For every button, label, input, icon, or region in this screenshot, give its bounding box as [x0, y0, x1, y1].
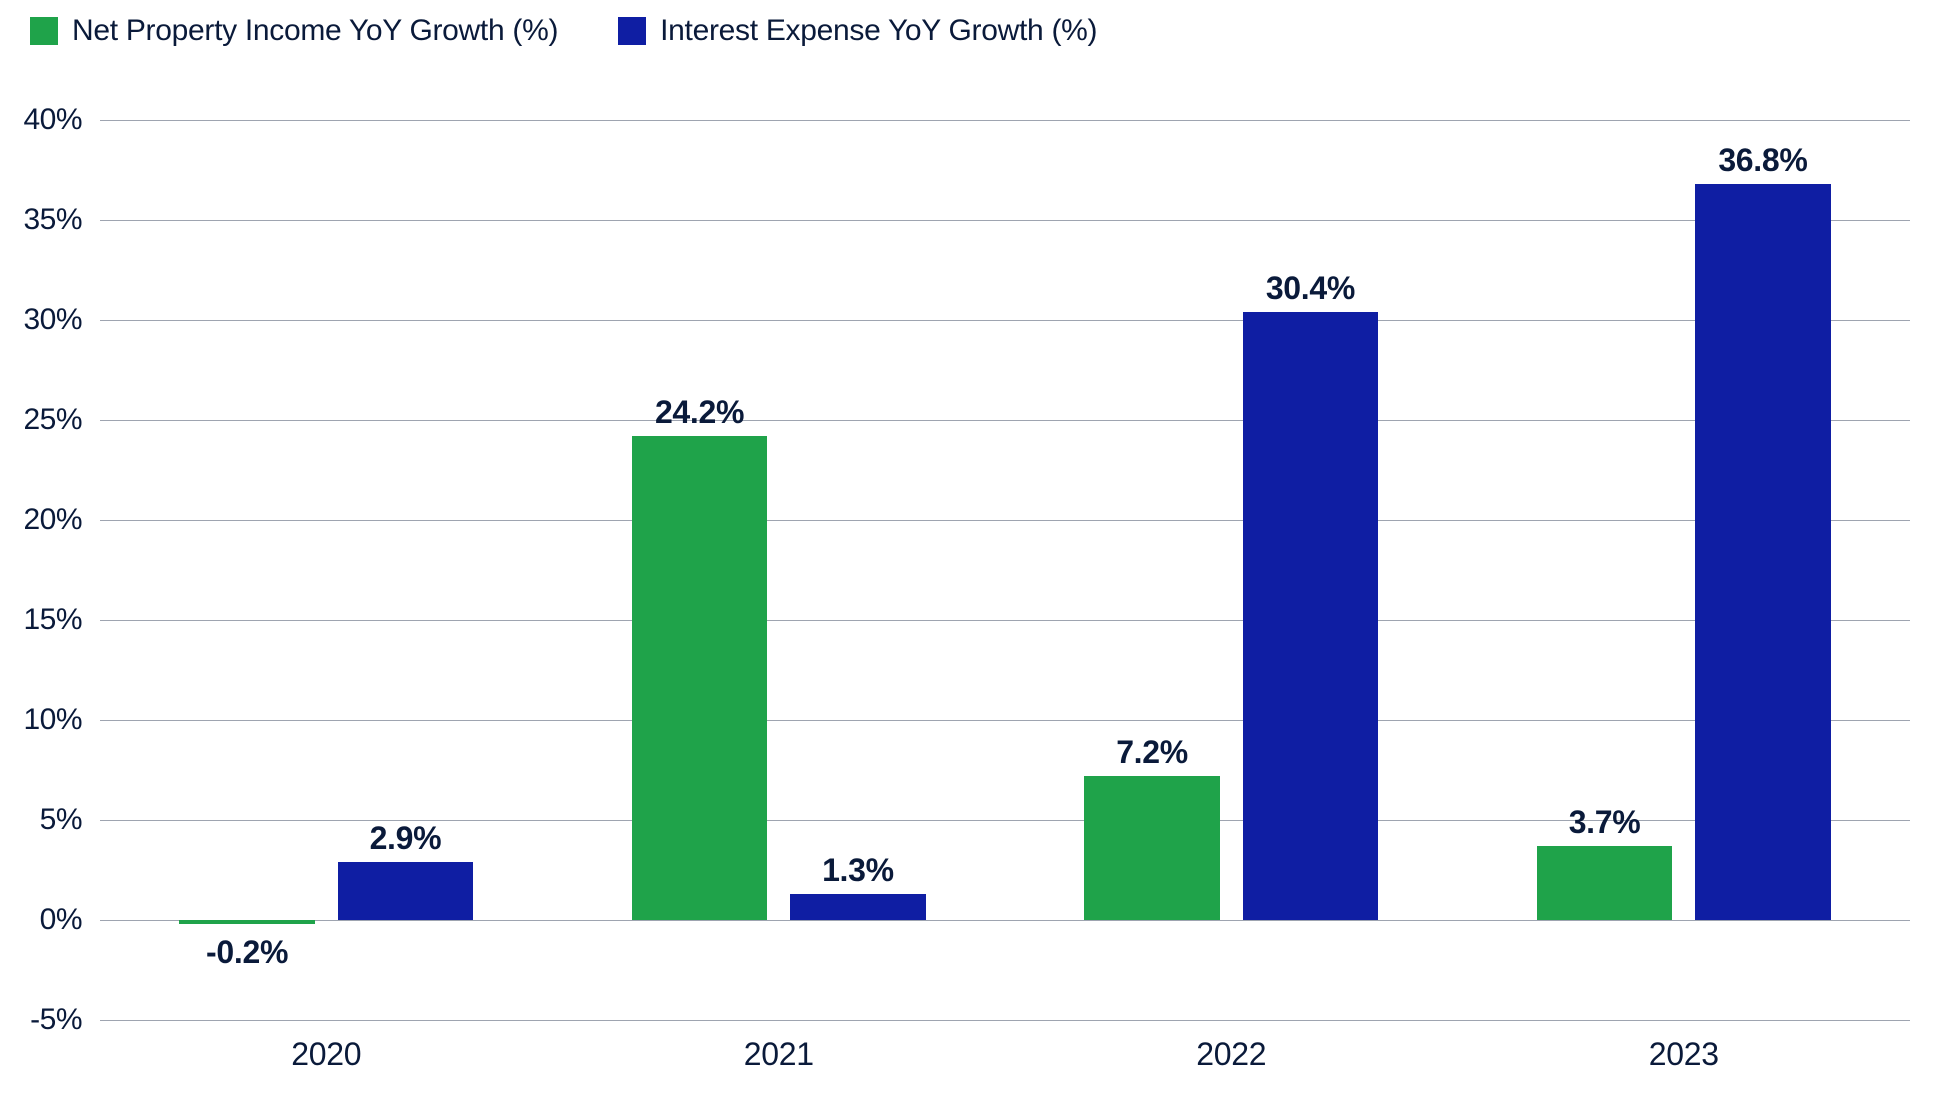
legend-swatch-series-1 — [30, 17, 58, 45]
bar-interest-expense — [1695, 184, 1831, 920]
legend-label-series-1: Net Property Income YoY Growth (%) — [72, 14, 558, 48]
bar-value-label: 24.2% — [655, 394, 744, 431]
bar-value-label: 7.2% — [1116, 734, 1188, 771]
y-tick-label: 10% — [23, 703, 100, 737]
bar-value-label: 30.4% — [1266, 270, 1355, 307]
gridline — [100, 920, 1910, 921]
x-tick-label: 2022 — [1196, 1020, 1266, 1073]
gridline — [100, 120, 1910, 121]
y-tick-label: 35% — [23, 203, 100, 237]
bar-net-property-income — [179, 920, 315, 924]
bar-value-label: 36.8% — [1718, 142, 1807, 179]
gridline — [100, 320, 1910, 321]
bar-value-label: 3.7% — [1569, 804, 1641, 841]
bar-interest-expense — [1243, 312, 1379, 920]
y-tick-label: -5% — [30, 1003, 100, 1037]
gridline — [100, 720, 1910, 721]
legend-label-series-2: Interest Expense YoY Growth (%) — [660, 14, 1097, 48]
gridline — [100, 620, 1910, 621]
legend-item-series-2: Interest Expense YoY Growth (%) — [618, 14, 1097, 48]
gridline — [100, 520, 1910, 521]
x-tick-label: 2023 — [1649, 1020, 1719, 1073]
plot-area: -5%0%5%10%15%20%25%30%35%40%-0.2%2.9%202… — [100, 120, 1910, 1020]
bar-interest-expense — [790, 894, 926, 920]
x-tick-label: 2021 — [744, 1020, 814, 1073]
bar-net-property-income — [632, 436, 768, 920]
y-tick-label: 15% — [23, 603, 100, 637]
x-tick-label: 2020 — [291, 1020, 361, 1073]
gridline — [100, 1020, 1910, 1021]
y-tick-label: 5% — [40, 803, 100, 837]
y-tick-label: 20% — [23, 503, 100, 537]
growth-bar-chart: Net Property Income YoY Growth (%) Inter… — [0, 0, 1938, 1120]
bar-value-label: 1.3% — [822, 852, 894, 889]
y-tick-label: 30% — [23, 303, 100, 337]
legend-item-series-1: Net Property Income YoY Growth (%) — [30, 14, 558, 48]
bar-net-property-income — [1084, 776, 1220, 920]
bar-net-property-income — [1537, 846, 1673, 920]
y-tick-label: 40% — [23, 103, 100, 137]
legend-swatch-series-2 — [618, 17, 646, 45]
bar-interest-expense — [338, 862, 474, 920]
gridline — [100, 420, 1910, 421]
legend: Net Property Income YoY Growth (%) Inter… — [30, 14, 1097, 48]
y-tick-label: 0% — [40, 903, 100, 937]
bar-value-label: 2.9% — [370, 820, 442, 857]
y-tick-label: 25% — [23, 403, 100, 437]
gridline — [100, 220, 1910, 221]
bar-value-label: -0.2% — [206, 934, 288, 971]
